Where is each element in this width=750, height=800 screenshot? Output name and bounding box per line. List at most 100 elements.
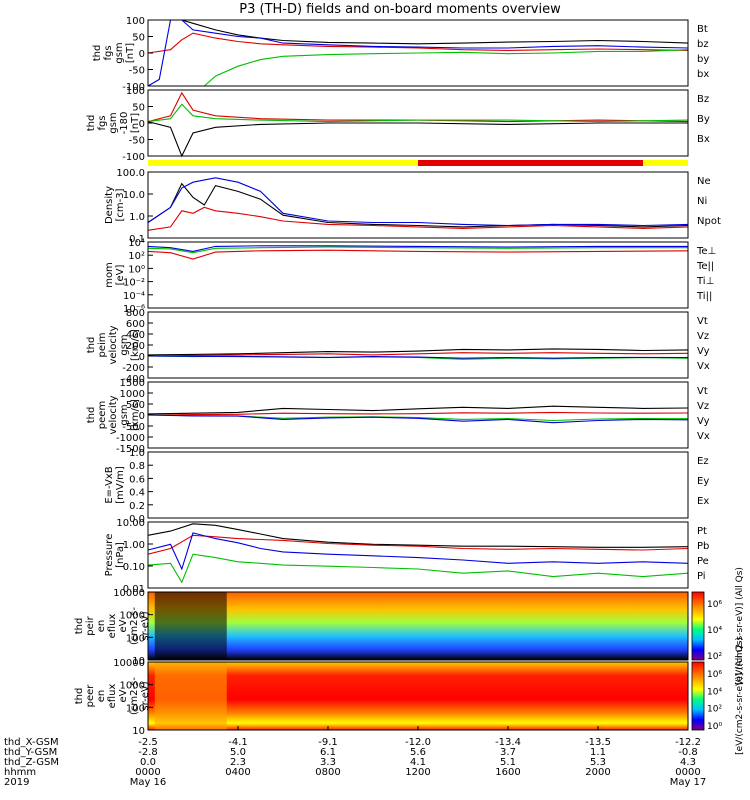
x-tick-label: 1.1	[590, 747, 606, 758]
colorbar-tick-label: 10⁴	[707, 687, 722, 697]
x-tick-label: 0400	[225, 767, 250, 778]
y-axis-label: gsm	[119, 334, 130, 355]
series-line-Pe	[147, 553, 689, 584]
y-tick-label: 10⁰	[128, 264, 145, 275]
y-axis-label: E=-VxB	[104, 466, 115, 503]
y-tick-label: 1000	[120, 681, 145, 692]
spectrogram-peir-spec	[148, 592, 688, 660]
y-axis-label: peir	[85, 615, 96, 635]
y-tick-label: -500	[122, 422, 145, 433]
y-tick-label: -100	[122, 152, 145, 163]
y-tick-label: 0.4	[129, 488, 145, 499]
legend-entry: Te||	[696, 261, 714, 272]
y-axis-label: -180	[119, 112, 130, 135]
mode-bar-fast-survey	[418, 160, 643, 166]
y-axis-label: [mV/m]	[115, 466, 126, 504]
y-tick-label: 10.0	[123, 190, 145, 201]
x-tick-label: -0.8	[678, 747, 698, 758]
y-axis-label: [nT]	[130, 113, 141, 133]
panel-frame	[147, 521, 689, 589]
x-tick-label: -12.0	[405, 737, 431, 748]
series-line-Vz	[147, 352, 689, 357]
y-tick-label: -1000	[116, 433, 145, 444]
series-line-Bt	[148, 19, 689, 45]
x-tick-label: 5.6	[410, 747, 426, 758]
panel-frame	[147, 241, 689, 309]
x-tick-label: 5.0	[230, 747, 246, 758]
y-axis-label: thd	[86, 407, 97, 424]
y-axis-label: gsm	[119, 404, 130, 425]
y-tick-label: 400	[126, 330, 145, 341]
legend-entry: bz	[697, 39, 709, 50]
y-axis-label: gsm	[108, 112, 119, 133]
y-axis-label: gsm	[114, 42, 125, 63]
y-tick-label: 200	[126, 341, 145, 352]
series-line-bz	[147, 32, 689, 54]
colorbar-strip	[691, 591, 705, 661]
y-axis-label: [km/s]	[130, 399, 141, 431]
x-row-label: thd_X-GSM	[4, 737, 59, 748]
mode-bar-slow-survey-late	[643, 160, 688, 166]
y-tick-label: 500	[126, 400, 145, 411]
panel-fgs-gsm: 100 50 0 -50 -100 thd fgs gsm [nT] Bt bz by bx	[92, 16, 709, 93]
series-line-Pt	[147, 523, 689, 548]
panel-frame	[147, 451, 689, 519]
x-tick-label: 4.1	[410, 757, 426, 768]
legend-entry: Bz	[697, 94, 709, 105]
mode-bar	[148, 160, 688, 166]
legend-entry: Te⊥	[696, 246, 716, 257]
y-axis-label: eV	[118, 619, 129, 632]
colorbar-tick-label: 10⁴	[707, 626, 722, 636]
spectrogram-early-band	[154, 662, 227, 730]
series-line-Ni	[147, 182, 689, 228]
x-tick-label: 6.1	[320, 747, 336, 758]
series-line-Ne	[147, 206, 689, 231]
legend-entry: Ey	[697, 476, 709, 487]
y-tick-label: 1000	[120, 611, 145, 622]
y-axis-label: en	[96, 690, 107, 703]
y-axis-label: fgs	[97, 115, 108, 130]
y-axis-label: [nPa]	[115, 542, 126, 568]
y-axis-label: Density	[104, 186, 115, 224]
legend-entry: Pe	[697, 556, 709, 567]
y-tick-label: 800	[126, 308, 145, 319]
y-tick-label: 0.0	[129, 514, 145, 525]
y-axis-label: peer	[85, 684, 96, 708]
legend-entry: Bt	[697, 24, 708, 35]
y-tick-label: -50	[129, 66, 145, 77]
colorbar-label: [eV/(cm2-s-sr-eV)] (All Qs)	[735, 637, 745, 755]
x-tick-label: -13.4	[495, 737, 521, 748]
y-tick-label: 600	[126, 319, 145, 330]
y-tick-label: 10⁻²	[123, 278, 145, 289]
y-axis-label: thd	[86, 337, 97, 354]
panel-frame	[147, 311, 689, 379]
y-tick-label: 10⁻⁴	[123, 291, 145, 302]
x-tick-label: 0000	[675, 767, 700, 778]
x-tick-label: 4.3	[680, 757, 696, 768]
legend-entry: Ti⊥	[696, 276, 714, 287]
series-line-By	[147, 103, 689, 123]
y-tick-label: 1000	[120, 389, 145, 400]
y-tick-label: -1500	[116, 444, 145, 455]
y-axis-label: eflux	[107, 614, 118, 639]
x-tick-label: 2.3	[230, 757, 246, 768]
y-axis-label: mom	[104, 262, 115, 288]
colorbar-strip	[691, 661, 705, 731]
x-tick-label: May 17	[670, 777, 707, 788]
spectrogram-early-band	[154, 592, 227, 660]
y-tick-label: 0	[139, 119, 145, 130]
legend-entry: Bx	[697, 134, 710, 145]
series-line-Vx	[147, 414, 689, 424]
panel-frame	[147, 591, 689, 661]
x-row-label: hhmm	[4, 767, 36, 778]
panel-density: 100.0 10.0 1.0 0.1 Density [cm-3] Ne Ni Npot	[104, 168, 721, 245]
y-tick-label: 1.0	[129, 448, 145, 459]
y-axis-label: thd	[74, 618, 85, 635]
series-line-Vx	[147, 355, 689, 359]
y-tick-label: 1.0	[129, 212, 145, 223]
